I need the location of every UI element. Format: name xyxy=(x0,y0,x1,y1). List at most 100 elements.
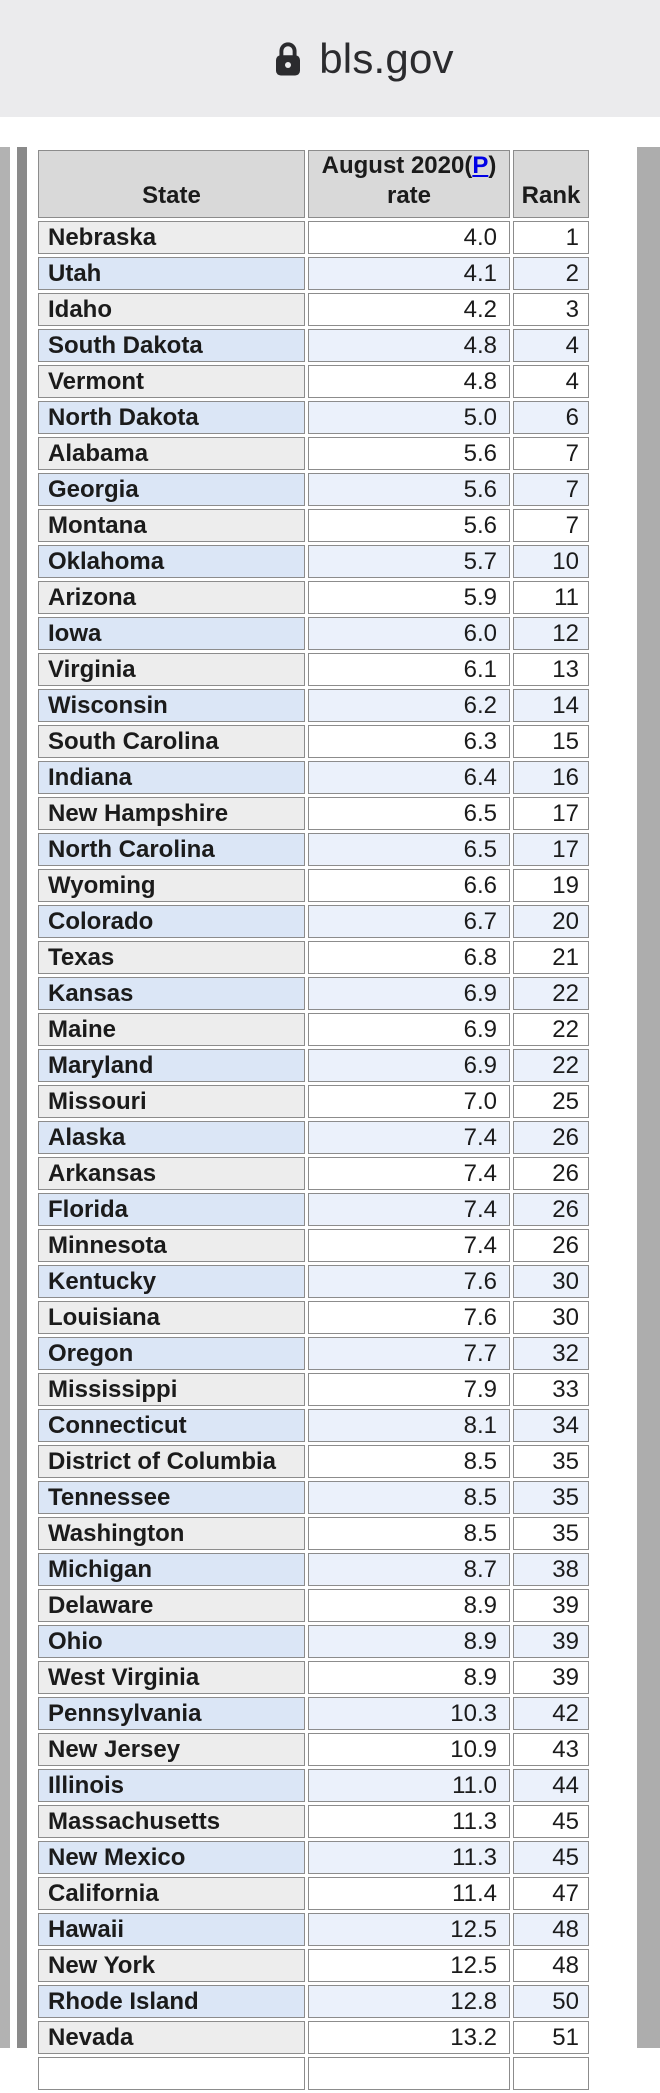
table-row: Minnesota 7.4 26 xyxy=(38,1229,589,1262)
table-row: Kansas 6.9 22 xyxy=(38,977,589,1010)
table-row: Connecticut 8.1 34 xyxy=(38,1409,589,1442)
state-cell: New Mexico xyxy=(38,1841,305,1874)
table-row: Indiana 6.4 16 xyxy=(38,761,589,794)
table-row: Texas 6.8 21 xyxy=(38,941,589,974)
rank-cell: 26 xyxy=(513,1121,589,1154)
rank-cell: 7 xyxy=(513,509,589,542)
state-cell: South Carolina xyxy=(38,725,305,758)
rank-cell: 50 xyxy=(513,1985,589,2018)
state-cell: Michigan xyxy=(38,1553,305,1586)
rank-cell: 32 xyxy=(513,1337,589,1370)
table-row: Louisiana 7.6 30 xyxy=(38,1301,589,1334)
rate-cell: 4.8 xyxy=(308,365,510,398)
table-row: Pennsylvania 10.3 42 xyxy=(38,1697,589,1730)
rank-cell: 39 xyxy=(513,1661,589,1694)
rate-cell: 5.6 xyxy=(308,437,510,470)
table-row: New Hampshire 6.5 17 xyxy=(38,797,589,830)
table-row: Kentucky 7.6 30 xyxy=(38,1265,589,1298)
rank-cell: 45 xyxy=(513,1841,589,1874)
table-row: New Jersey 10.9 43 xyxy=(38,1733,589,1766)
state-cell: Louisiana xyxy=(38,1301,305,1334)
rank-cell: 39 xyxy=(513,1589,589,1622)
table-row: South Dakota 4.8 4 xyxy=(38,329,589,362)
rate-cell: 8.5 xyxy=(308,1481,510,1514)
rank-cell: 6 xyxy=(513,401,589,434)
rate-header-line1-prefix: August 2020( xyxy=(321,152,473,179)
rank-cell: 48 xyxy=(513,1949,589,1982)
state-cell: West Virginia xyxy=(38,1661,305,1694)
table-row: Florida 7.4 26 xyxy=(38,1193,589,1226)
lock-icon xyxy=(270,39,306,79)
rate-cell: 7.9 xyxy=(308,1373,510,1406)
rate-cell: 4.8 xyxy=(308,329,510,362)
state-cell: Oklahoma xyxy=(38,545,305,578)
rate-cell: 4.0 xyxy=(308,221,510,254)
state-cell: Connecticut xyxy=(38,1409,305,1442)
rank-cell: 43 xyxy=(513,1733,589,1766)
rate-cell: 6.1 xyxy=(308,653,510,686)
state-cell: Massachusetts xyxy=(38,1805,305,1838)
rank-cell: 26 xyxy=(513,1157,589,1190)
rank-cell: 16 xyxy=(513,761,589,794)
state-cell xyxy=(38,2057,305,2090)
table-row: Maryland 6.9 22 xyxy=(38,1049,589,1082)
state-cell: Wyoming xyxy=(38,869,305,902)
state-cell: Alaska xyxy=(38,1121,305,1154)
rank-cell: 14 xyxy=(513,689,589,722)
rate-cell: 6.2 xyxy=(308,689,510,722)
rank-cell: 30 xyxy=(513,1301,589,1334)
state-cell: Nebraska xyxy=(38,221,305,254)
rank-cell: 26 xyxy=(513,1193,589,1226)
table-row: Massachusetts 11.3 45 xyxy=(38,1805,589,1838)
table-row: North Dakota 5.0 6 xyxy=(38,401,589,434)
rank-cell: 45 xyxy=(513,1805,589,1838)
table-row: New York 12.5 48 xyxy=(38,1949,589,1982)
rank-cell: 21 xyxy=(513,941,589,974)
table-row: Missouri 7.0 25 xyxy=(38,1085,589,1118)
table-row: Alabama 5.6 7 xyxy=(38,437,589,470)
table-row: California 11.4 47 xyxy=(38,1877,589,1910)
table-row: Maine 6.9 22 xyxy=(38,1013,589,1046)
state-cell: New Jersey xyxy=(38,1733,305,1766)
table-row: Vermont 4.8 4 xyxy=(38,365,589,398)
state-cell: Virginia xyxy=(38,653,305,686)
state-cell: North Dakota xyxy=(38,401,305,434)
rate-header-line2: rate xyxy=(386,182,432,209)
table-header-row: State August 2020(P) rate Rank xyxy=(38,150,589,218)
table-row: Virginia 6.1 13 xyxy=(38,653,589,686)
state-cell: District of Columbia xyxy=(38,1445,305,1478)
rate-cell: 8.9 xyxy=(308,1625,510,1658)
state-cell: Hawaii xyxy=(38,1913,305,1946)
url-text: bls.gov xyxy=(319,34,454,82)
preliminary-footnote-link[interactable]: P xyxy=(472,152,489,179)
rate-cell: 8.1 xyxy=(308,1409,510,1442)
unemployment-rate-table: State August 2020(P) rate Rank Nebraska 4… xyxy=(35,147,592,2093)
vertical-scrollbar[interactable] xyxy=(17,147,27,2048)
browser-address-bar[interactable]: bls.gov xyxy=(0,0,660,117)
rank-cell: 10 xyxy=(513,545,589,578)
rate-cell: 11.4 xyxy=(308,1877,510,1910)
table-row: Michigan 8.7 38 xyxy=(38,1553,589,1586)
state-cell: Iowa xyxy=(38,617,305,650)
rate-cell: 11.0 xyxy=(308,1769,510,1802)
column-header-rank: Rank xyxy=(513,150,589,218)
rank-cell: 42 xyxy=(513,1697,589,1730)
rank-cell: 34 xyxy=(513,1409,589,1442)
rank-cell: 25 xyxy=(513,1085,589,1118)
rank-cell: 47 xyxy=(513,1877,589,1910)
state-cell: Ohio xyxy=(38,1625,305,1658)
rate-cell: 12.5 xyxy=(308,1949,510,1982)
rate-cell: 8.5 xyxy=(308,1445,510,1478)
state-cell: Montana xyxy=(38,509,305,542)
table-row: Arkansas 7.4 26 xyxy=(38,1157,589,1190)
rate-cell: 7.4 xyxy=(308,1193,510,1226)
state-cell: Washington xyxy=(38,1517,305,1550)
table-row: Colorado 6.7 20 xyxy=(38,905,589,938)
rank-cell: 20 xyxy=(513,905,589,938)
rate-cell: 10.9 xyxy=(308,1733,510,1766)
rate-cell: 6.8 xyxy=(308,941,510,974)
rate-cell: 6.3 xyxy=(308,725,510,758)
rate-cell: 6.5 xyxy=(308,833,510,866)
table-row: Wisconsin 6.2 14 xyxy=(38,689,589,722)
state-cell: Vermont xyxy=(38,365,305,398)
